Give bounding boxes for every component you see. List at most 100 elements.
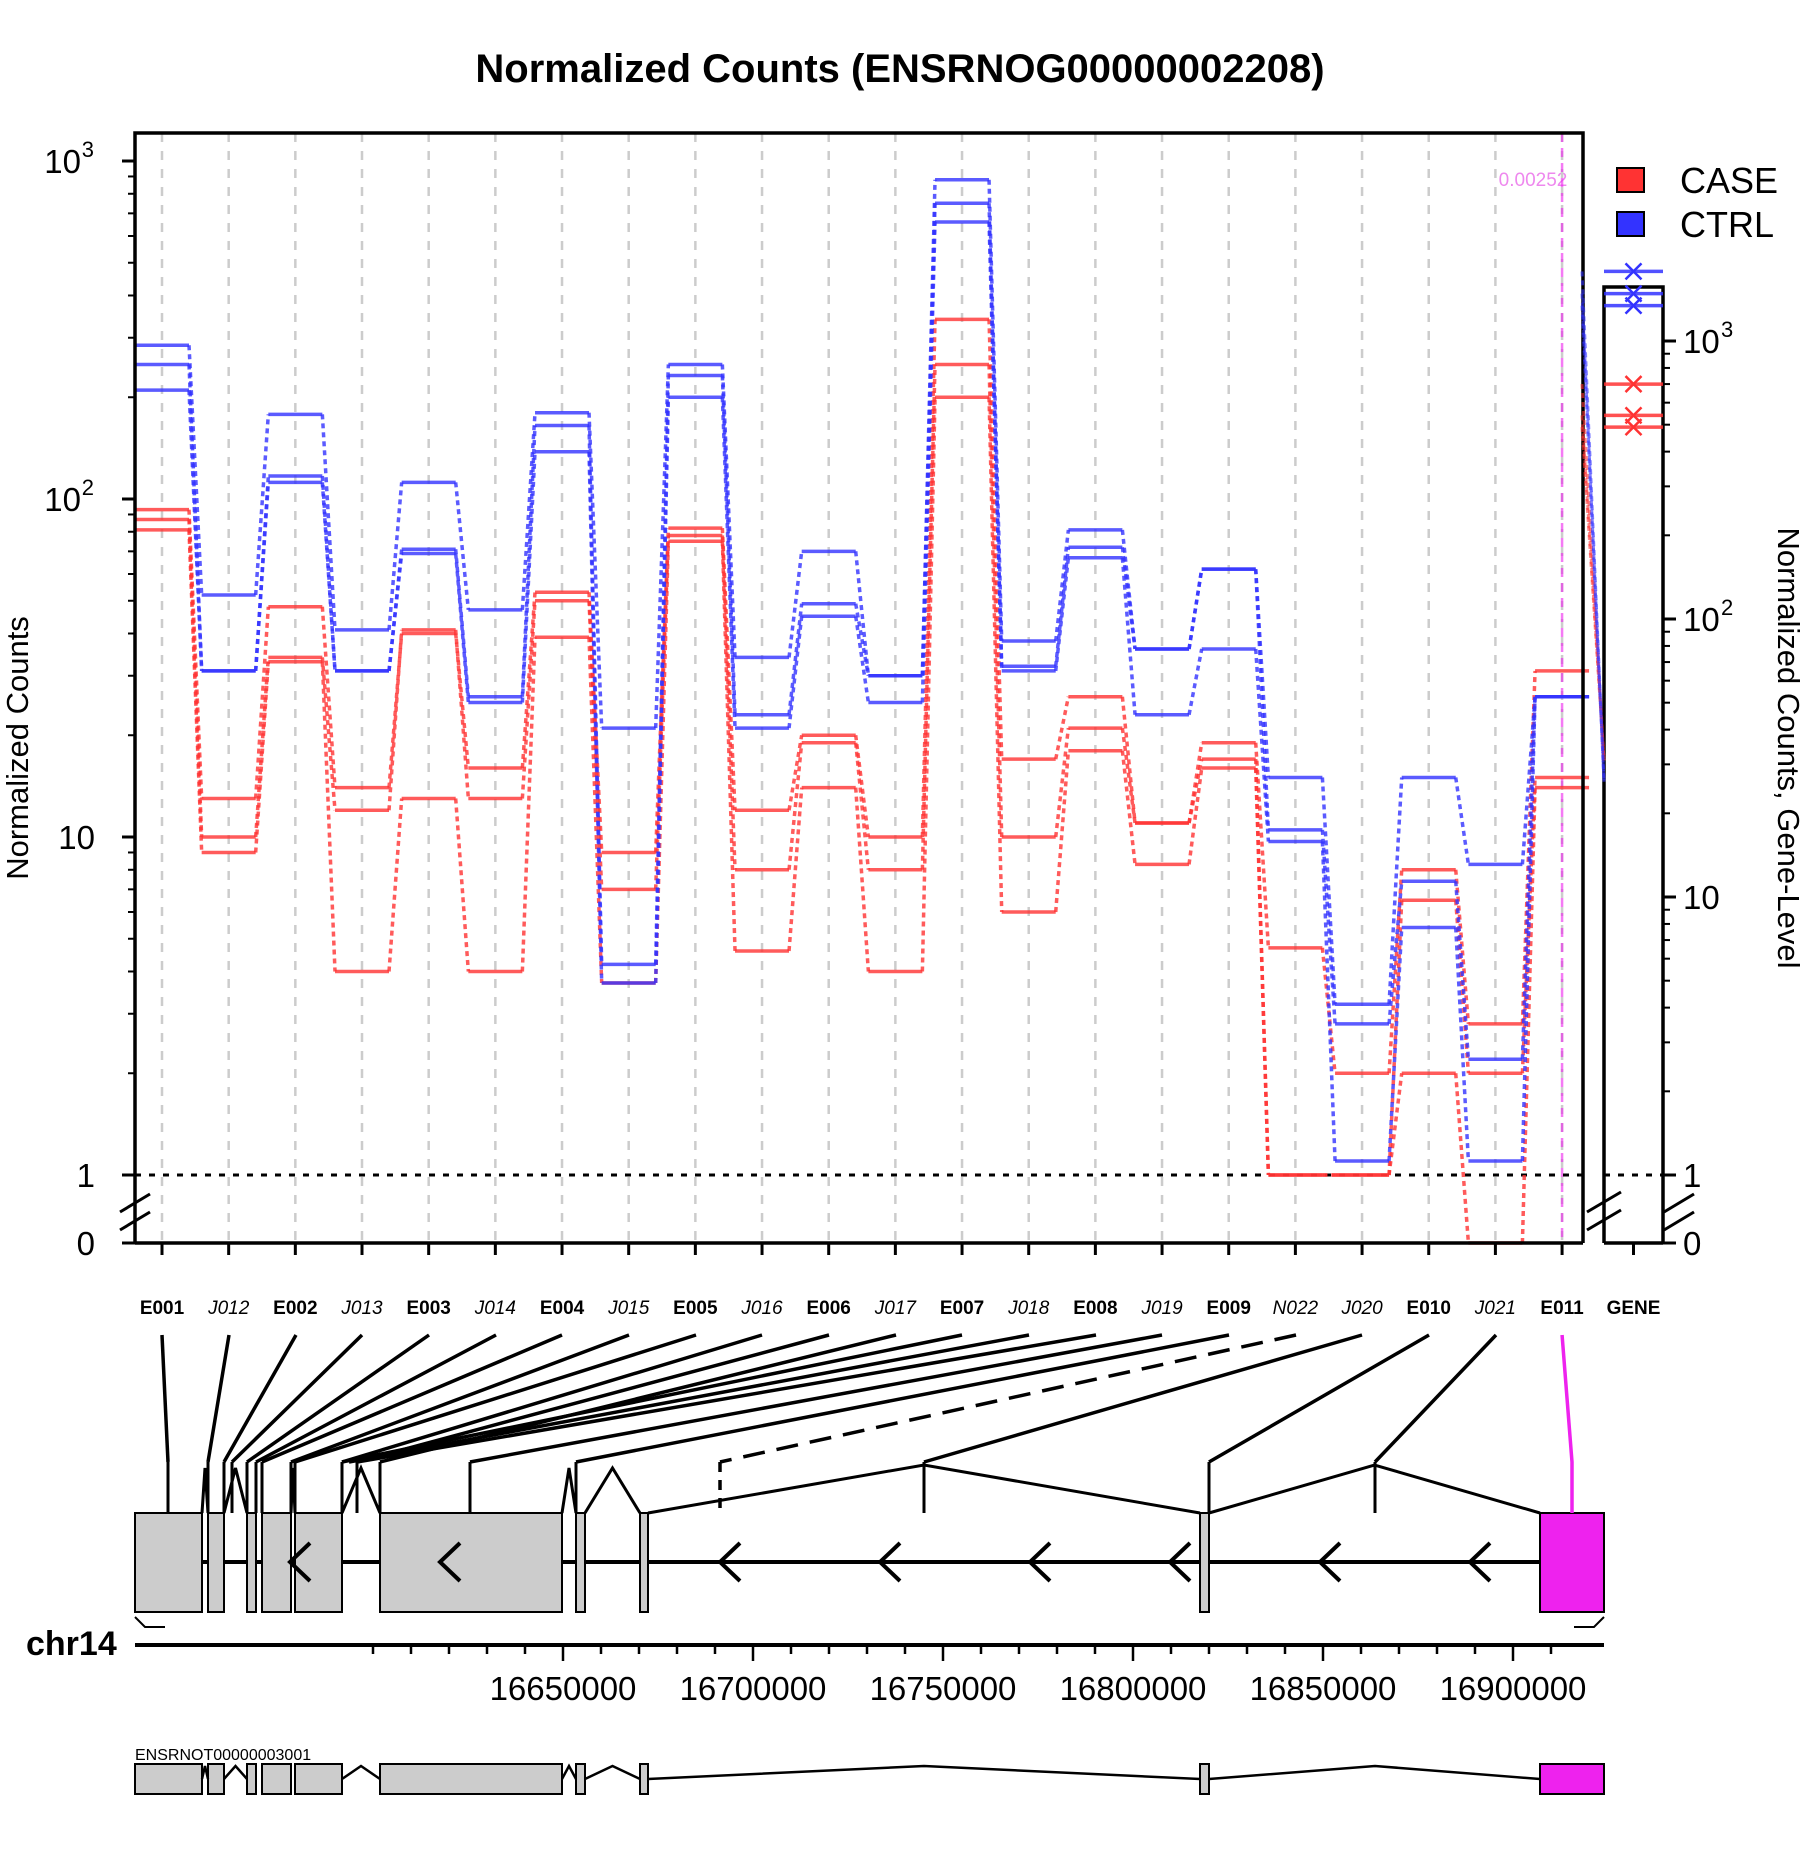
intron-path — [560, 1467, 578, 1514]
transcript-intron — [560, 1763, 578, 1780]
connector-ctrl — [1387, 927, 1404, 1162]
connector-case — [320, 606, 337, 788]
transcript-exon-highlight — [1539, 1763, 1605, 1795]
connector-case — [320, 657, 337, 811]
connector-case — [453, 633, 471, 769]
connector-case — [1053, 696, 1071, 760]
connector-ctrl — [387, 482, 404, 631]
transcript-label: ENSRNOT00000003001 — [135, 1747, 311, 1764]
connector-case — [1053, 727, 1071, 838]
connector-case — [787, 734, 804, 811]
connector-case — [387, 798, 404, 972]
feature-connector — [469, 1333, 1163, 1464]
exon-box — [246, 1512, 257, 1613]
strand-arrow-icon — [1317, 1541, 1342, 1583]
chromosome-label: chr14 — [26, 1625, 117, 1663]
transcript-exon — [207, 1763, 225, 1795]
feature-label-E003: E003 — [406, 1298, 450, 1319]
connector-ctrl — [387, 553, 404, 672]
feature-connector — [206, 1334, 231, 1463]
connector-ctrl — [1120, 547, 1137, 650]
connector-ctrl — [653, 364, 671, 729]
connector-case — [987, 364, 1004, 838]
gene-level-marker — [1624, 262, 1643, 281]
feature-label-E007: E007 — [940, 1298, 984, 1319]
right-y-tick-exponent: 3 — [1721, 317, 1733, 342]
legend-label-case: CASE — [1680, 160, 1778, 201]
right-y-tick-label: 1 — [1683, 1157, 1701, 1194]
feature-connector — [348, 1333, 1030, 1464]
genomic-axis-label: 16850000 — [1250, 1670, 1397, 1707]
connector-case — [387, 629, 404, 811]
connector-case — [853, 742, 871, 870]
connector-ctrl — [187, 345, 204, 596]
feature-label-J014: J014 — [474, 1298, 516, 1319]
exon-box — [639, 1512, 649, 1613]
connector-ctrl — [1520, 696, 1537, 1162]
connector-case — [520, 637, 537, 972]
gene-connector — [1580, 293, 1606, 782]
strand-arrow-icon — [717, 1541, 742, 1583]
connector-ctrl — [853, 603, 871, 677]
series-ctrl-5 — [135, 220, 1590, 1163]
connector-ctrl — [253, 414, 271, 596]
feature-label-E006: E006 — [807, 1298, 851, 1319]
transcript-intron — [1208, 1764, 1541, 1781]
feature-connector-novel — [719, 1333, 1297, 1464]
feature-label-N022: N022 — [1273, 1298, 1319, 1319]
frame-layer: E001 J012 E002 J013 E003 J014 E004 J015 E005 J016… — [44, 131, 1585, 1319]
feature-label-J012: J012 — [207, 1298, 250, 1319]
connector-case — [1320, 947, 1337, 1074]
intron-path — [222, 1467, 249, 1514]
right-y-tick-exponent: 2 — [1721, 595, 1733, 620]
connector-case — [387, 633, 404, 788]
gene-level-marker — [1624, 418, 1643, 437]
exon-box-highlight — [1539, 1512, 1605, 1613]
connector-ctrl — [1053, 557, 1071, 672]
connector-ctrl — [453, 549, 471, 697]
connector-ctrl — [720, 397, 737, 729]
connector-case — [520, 600, 537, 799]
connector-case — [453, 629, 471, 799]
connector-ctrl — [653, 397, 671, 983]
genomic-axis-label: 16650000 — [490, 1670, 637, 1707]
gene-structure: 16650000 16700000 16750000 16800000 16850000… — [134, 1333, 1605, 1795]
connector-ctrl — [520, 451, 537, 703]
connector-ctrl — [1053, 529, 1071, 642]
feature-connector — [290, 1333, 630, 1464]
gene-end-bracket — [134, 1616, 165, 1628]
feature-connector — [341, 1333, 963, 1464]
y-tick-label: 10 — [44, 143, 81, 180]
connector-case — [920, 397, 937, 972]
right-y-axis-label: Normalized Counts, Gene-Level — [1771, 527, 1800, 968]
exon-box — [1199, 1512, 1210, 1613]
connector-ctrl — [987, 179, 1004, 642]
right-y-tick-label: 10 — [1683, 601, 1720, 638]
connector-ctrl — [653, 375, 671, 965]
gene-level-marker — [1624, 296, 1643, 315]
feature-connector — [1373, 1333, 1498, 1464]
connector-case — [787, 742, 804, 870]
axis-break-mark — [119, 1192, 151, 1214]
connector-ctrl — [1520, 696, 1537, 865]
exon-box — [134, 1512, 203, 1613]
genomic-axis-label: 16700000 — [680, 1670, 827, 1707]
connector-case — [1253, 742, 1271, 948]
gene-feature-label: GENE — [1607, 1298, 1661, 1319]
transcript-exon — [294, 1763, 343, 1795]
connector-case — [520, 592, 537, 769]
feature-connector — [575, 1333, 1230, 1464]
connector-ctrl — [787, 616, 804, 729]
feature-label-J021: J021 — [1474, 1298, 1516, 1319]
exon-box — [575, 1512, 586, 1613]
genomic-axis-label: 16800000 — [1060, 1670, 1207, 1707]
right-axis-break — [1663, 1210, 1695, 1232]
connector-case — [853, 787, 871, 972]
connector-ctrl — [1253, 569, 1271, 778]
transcript-exon — [639, 1763, 649, 1795]
intron-path — [340, 1464, 382, 1514]
connector-case — [1120, 696, 1137, 824]
